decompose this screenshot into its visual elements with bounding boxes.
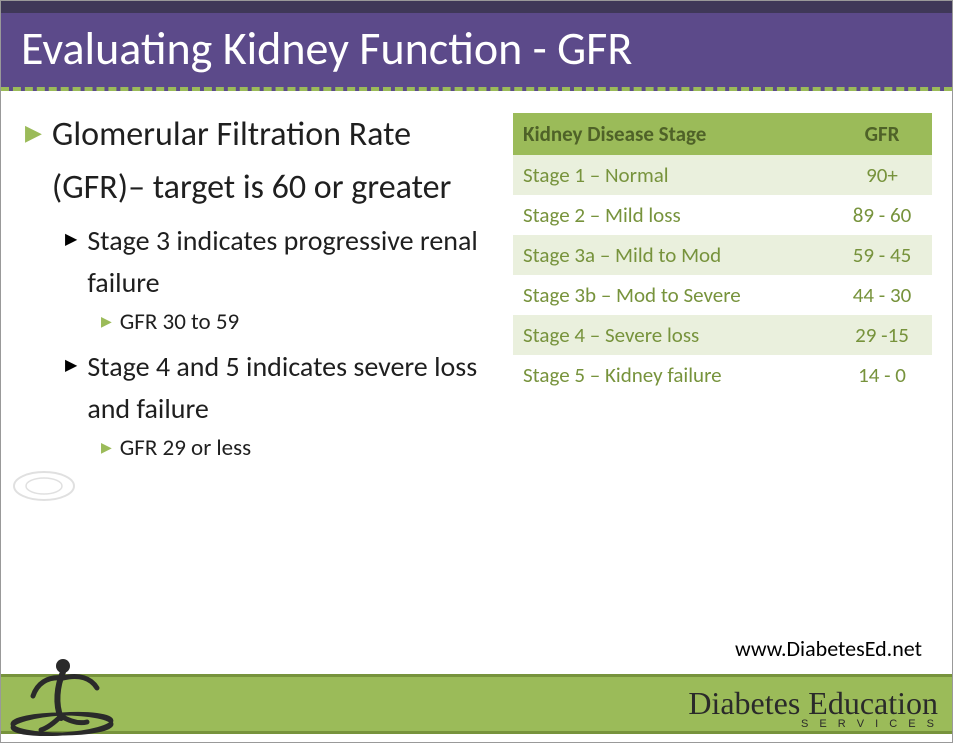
title-bar: Evaluating Kidney Function - GFR — [1, 1, 952, 91]
bullet-text: Glomerular Filtration Rate (GFR)– target… — [52, 109, 505, 214]
bullet-level2: ▶ Stage 4 and 5 indicates severe loss an… — [65, 346, 505, 430]
bullet-level3: ▶ GFR 30 to 59 — [101, 306, 505, 339]
table-body: Stage 1 – Normal 90+ Stage 2 – Mild loss… — [513, 155, 932, 395]
bullet-level1: ▶ Glomerular Filtration Rate (GFR)– targ… — [25, 109, 505, 214]
logo-figure-icon — [7, 656, 117, 736]
cell-stage: Stage 3a – Mild to Mod — [513, 235, 832, 275]
triangle-icon: ▶ — [101, 439, 112, 456]
bullet-text: Stage 4 and 5 indicates severe loss and … — [87, 346, 505, 430]
bullet-level3: ▶ GFR 29 or less — [101, 432, 505, 465]
brand-subtitle: S E R V I C E S — [688, 720, 938, 730]
table-row: Stage 1 – Normal 90+ — [513, 155, 932, 195]
triangle-icon: ▶ — [101, 313, 112, 330]
cell-stage: Stage 4 – Severe loss — [513, 315, 832, 355]
cell-stage: Stage 5 – Kidney failure — [513, 355, 832, 395]
website-url: www.DiabetesEd.net — [735, 635, 922, 662]
bullet-level2: ▶ Stage 3 indicates progressive renal fa… — [65, 220, 505, 304]
table-row: Stage 4 – Severe loss 29 -15 — [513, 315, 932, 355]
slide-title: Evaluating Kidney Function - GFR — [21, 21, 932, 77]
cell-stage: Stage 1 – Normal — [513, 155, 832, 195]
brand-name: Diabetes Education — [688, 685, 938, 721]
cell-gfr: 14 - 0 — [832, 355, 932, 395]
cell-gfr: 29 -15 — [832, 315, 932, 355]
bullet-text: GFR 29 or less — [120, 432, 251, 465]
cell-stage: Stage 3b – Mod to Severe — [513, 275, 832, 315]
bullet-text: GFR 30 to 59 — [120, 306, 239, 339]
slide: Evaluating Kidney Function - GFR ▶ Glome… — [0, 0, 953, 743]
col-header-gfr: GFR — [832, 113, 932, 155]
cell-gfr: 90+ — [832, 155, 932, 195]
bullet-column: ▶ Glomerular Filtration Rate (GFR)– targ… — [25, 109, 505, 469]
table-header-row: Kidney Disease Stage GFR — [513, 113, 932, 155]
triangle-icon: ▶ — [65, 355, 77, 375]
table-row: Stage 2 – Mild loss 89 - 60 — [513, 195, 932, 235]
triangle-icon: ▶ — [25, 119, 42, 146]
table-column: Kidney Disease Stage GFR Stage 1 – Norma… — [513, 109, 932, 469]
table-row: Stage 3a – Mild to Mod 59 - 45 — [513, 235, 932, 275]
col-header-stage: Kidney Disease Stage — [513, 113, 832, 155]
content-area: ▶ Glomerular Filtration Rate (GFR)– targ… — [1, 91, 952, 469]
brand-logo: Diabetes Education S E R V I C E S — [688, 689, 938, 730]
cell-gfr: 89 - 60 — [832, 195, 932, 235]
bullet-text: Stage 3 indicates progressive renal fail… — [87, 220, 505, 304]
cell-gfr: 59 - 45 — [832, 235, 932, 275]
cell-stage: Stage 2 – Mild loss — [513, 195, 832, 235]
triangle-icon: ▶ — [65, 229, 77, 249]
gfr-stages-table: Kidney Disease Stage GFR Stage 1 – Norma… — [513, 113, 932, 395]
swirl-decoration-icon — [9, 461, 79, 511]
cell-gfr: 44 - 30 — [832, 275, 932, 315]
table-row: Stage 5 – Kidney failure 14 - 0 — [513, 355, 932, 395]
table-row: Stage 3b – Mod to Severe 44 - 30 — [513, 275, 932, 315]
